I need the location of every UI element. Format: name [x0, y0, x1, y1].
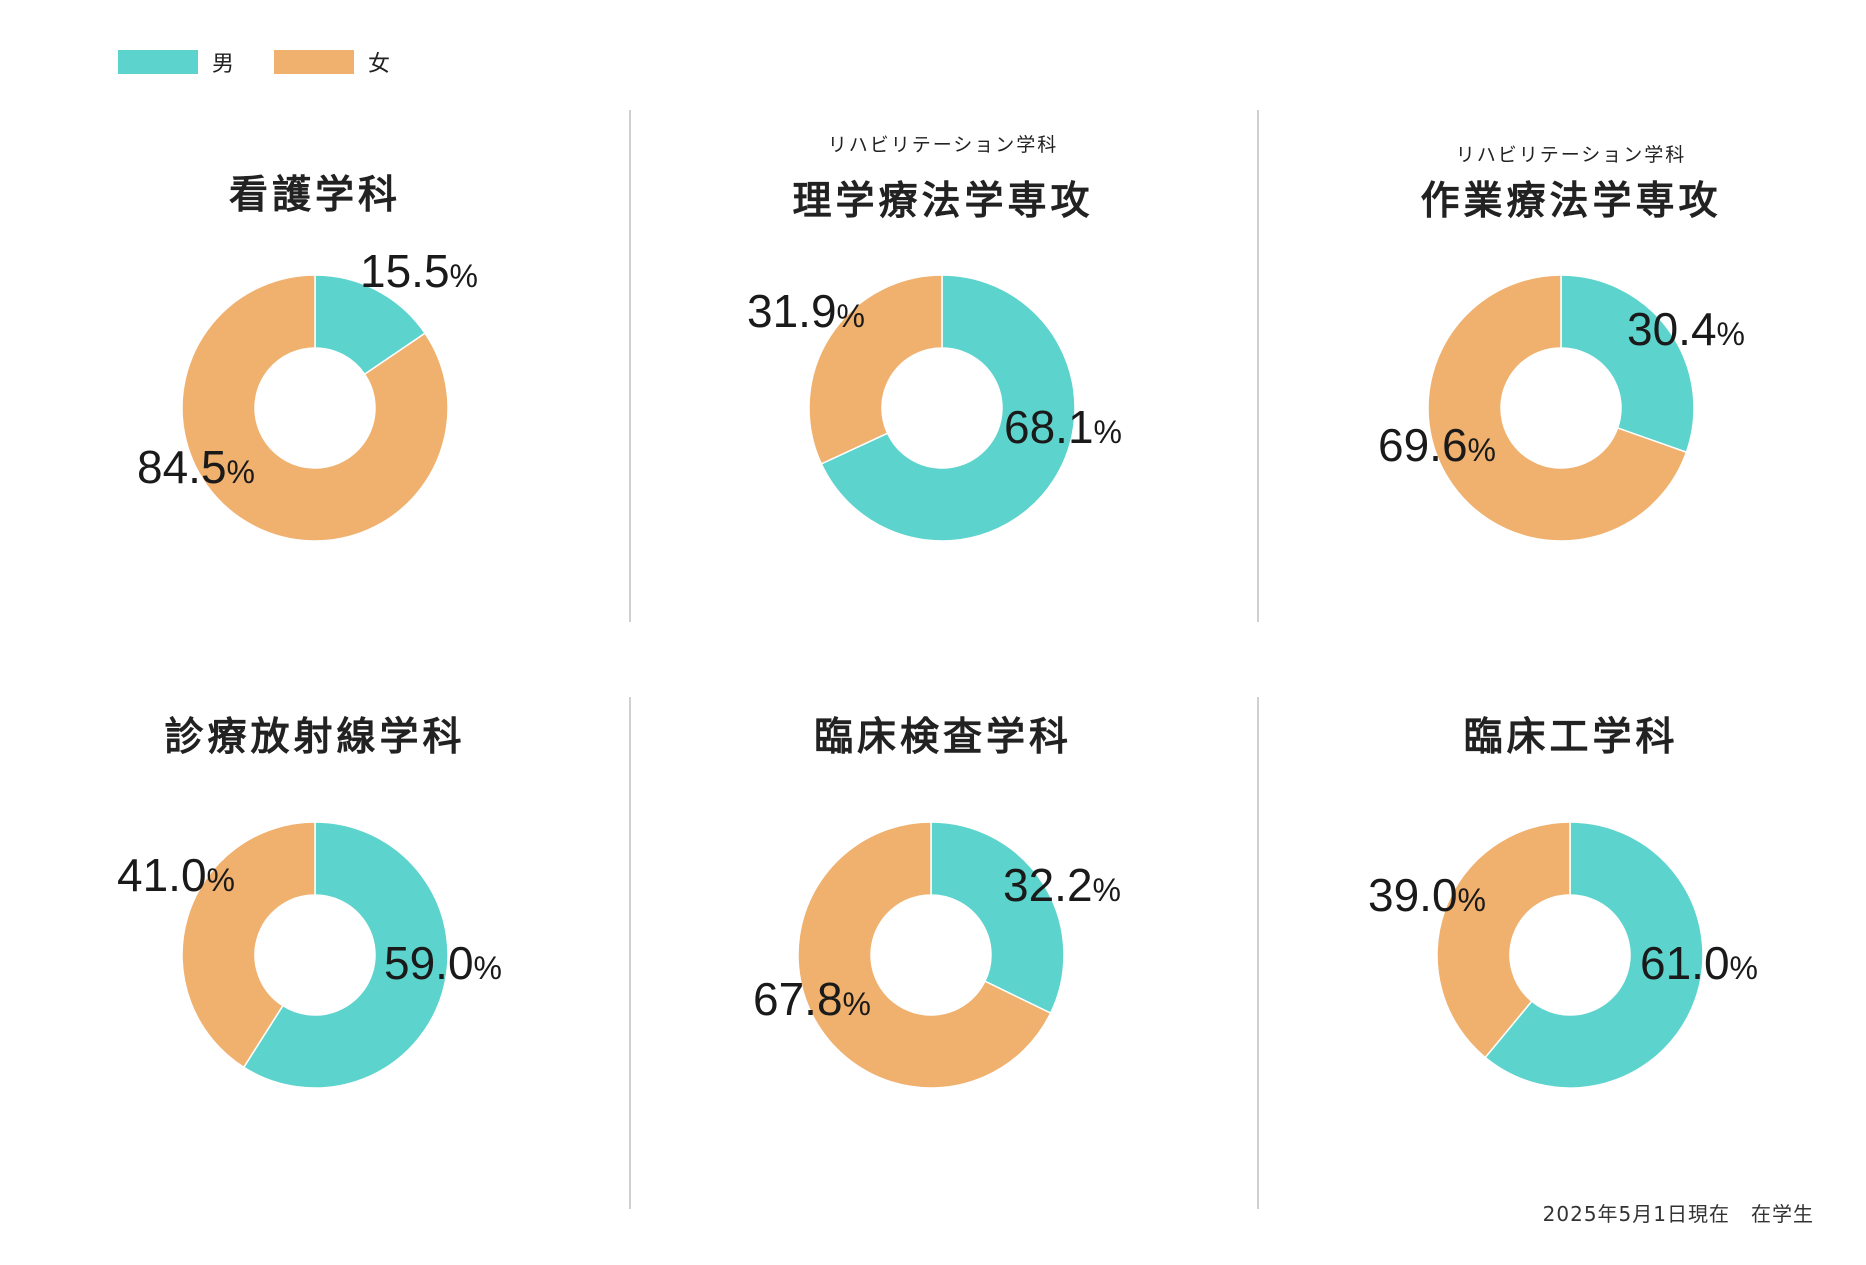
- chart-title: 臨床工学科: [1463, 715, 1679, 760]
- divider-top-right: [1257, 110, 1259, 622]
- pct-value: 67.8: [753, 973, 843, 1025]
- pct-label-male: 15.5%: [360, 248, 478, 294]
- pct-unit: %: [1457, 882, 1486, 918]
- pct-unit: %: [473, 950, 502, 986]
- slice-female: [181, 274, 449, 542]
- legend-label-male: 男: [212, 52, 235, 77]
- chart-subtitle: リハビリテーション学科: [827, 134, 1059, 156]
- pct-label-female: 39.0%: [1368, 872, 1486, 918]
- chart-title: 理学療法学専攻: [792, 179, 1094, 224]
- pct-value: 31.9: [747, 285, 837, 337]
- legend-swatch-female: [274, 50, 355, 74]
- pct-value: 32.2: [1003, 859, 1093, 911]
- chart-title: 臨床検査学科: [813, 715, 1072, 760]
- slice-female: [1436, 821, 1571, 1059]
- divider-top-left: [629, 110, 631, 622]
- pct-unit: %: [1467, 432, 1496, 468]
- chart-subtitle: リハビリテーション学科: [1455, 144, 1687, 166]
- divider-bottom-left: [629, 697, 631, 1209]
- legend-item-male: 男: [118, 46, 234, 78]
- slice-male: [930, 821, 1065, 1015]
- pct-value: 68.1: [1004, 401, 1094, 453]
- pct-value: 15.5: [360, 245, 450, 297]
- pct-value: 59.0: [384, 937, 474, 989]
- pct-value: 69.6: [1378, 419, 1468, 471]
- footer-note: 2025年5月1日現在 在学生: [1542, 1202, 1814, 1226]
- pct-unit: %: [226, 454, 255, 490]
- pct-label-female: 41.0%: [117, 852, 235, 898]
- pct-label-female: 84.5%: [137, 444, 255, 490]
- pct-value: 84.5: [137, 441, 227, 493]
- pct-value: 41.0: [117, 849, 207, 901]
- pct-value: 39.0: [1368, 869, 1458, 921]
- pct-unit: %: [449, 258, 478, 294]
- legend-label-female: 女: [368, 52, 391, 77]
- pct-unit: %: [842, 986, 871, 1022]
- pct-value: 61.0: [1640, 937, 1730, 989]
- pct-label-male: 30.4%: [1627, 306, 1745, 352]
- legend-item-female: 女: [274, 46, 390, 78]
- chart-title: 看護学科: [228, 173, 401, 218]
- pct-label-female: 69.6%: [1378, 422, 1496, 468]
- pct-unit: %: [1093, 414, 1122, 450]
- pct-label-male: 68.1%: [1004, 404, 1122, 450]
- pct-label-female: 31.9%: [747, 288, 865, 334]
- pct-unit: %: [836, 298, 865, 334]
- pct-unit: %: [1716, 316, 1745, 352]
- legend-swatch-male: [118, 50, 198, 74]
- chart-title: 診療放射線学科: [164, 715, 466, 760]
- pct-label-female: 67.8%: [753, 976, 871, 1022]
- chart-title: 作業療法学専攻: [1420, 179, 1722, 224]
- pct-label-male: 59.0%: [384, 940, 502, 986]
- pct-unit: %: [1092, 872, 1121, 908]
- pct-value: 30.4: [1627, 303, 1717, 355]
- pct-unit: %: [1729, 950, 1758, 986]
- divider-bottom-right: [1257, 697, 1259, 1209]
- slice-male: [1560, 274, 1695, 454]
- pct-label-male: 32.2%: [1003, 862, 1121, 908]
- pct-label-male: 61.0%: [1640, 940, 1758, 986]
- pct-unit: %: [206, 862, 235, 898]
- legend: 男 女: [118, 46, 430, 78]
